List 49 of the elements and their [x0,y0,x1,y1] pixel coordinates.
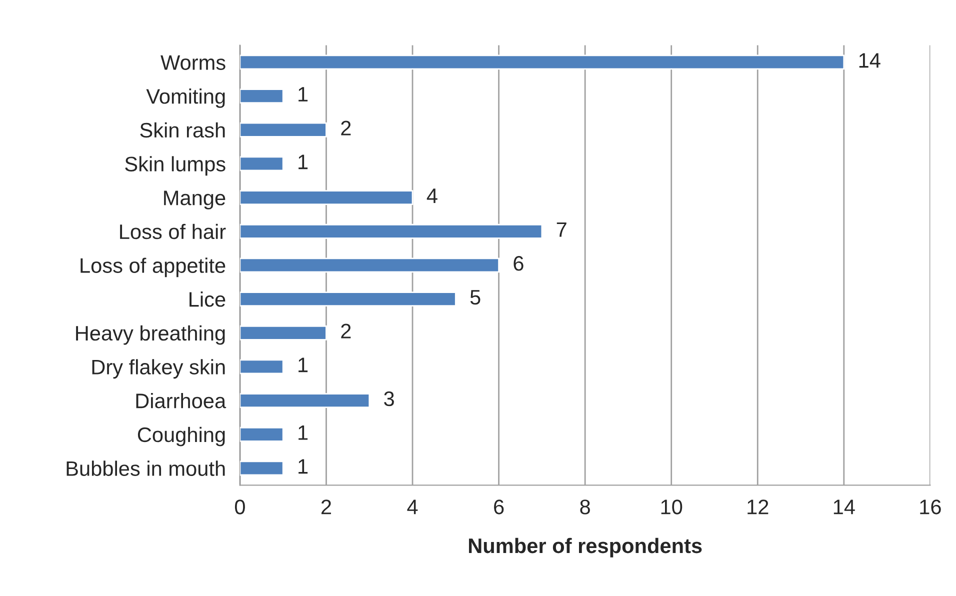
bar [240,460,284,476]
y-tick-label: Diarrhoea [136,393,226,408]
data-label: 3 [384,391,394,406]
data-label: 2 [341,120,351,136]
data-label: 7 [556,222,566,237]
y-tick-label: Vomiting [146,88,225,108]
data-label: 1 [298,459,308,474]
x-tick-label: 0 [234,500,245,514]
bar [240,325,327,340]
x-tick-label: 2 [321,500,331,514]
bar [240,224,543,239]
data-label: 1 [298,87,308,102]
data-label: 1 [298,425,308,440]
data-label: 1 [298,358,308,372]
x-tick-label: 8 [580,500,590,514]
bar [240,393,370,408]
bar [240,359,284,374]
y-tick-label: Lice [190,292,226,307]
bar [240,190,414,206]
y-tick-label: Mange [164,190,226,210]
y-tick-label: Loss of hair [120,224,226,240]
y-tick-label: Heavy breathing [76,325,225,345]
x-tick-label: 4 [407,500,418,514]
bar [240,54,845,70]
bar [240,292,456,307]
y-tick-label: Loss of appetite [80,258,226,278]
bar [240,156,284,172]
data-label: 5 [470,290,480,305]
x-tick-label: 12 [748,500,768,514]
bar [240,258,500,273]
x-tick-label: 16 [920,500,941,514]
x-tick-label: 10 [661,500,682,514]
y-tick-label: Worms [160,55,226,70]
data-label: 6 [514,256,524,271]
y-tick-label: Skin rash [140,122,225,138]
x-tick-label: 14 [834,500,855,514]
y-tick-label: Dry flakey skin [92,359,225,379]
data-label: 1 [298,154,308,170]
bar [240,426,284,442]
y-tick-label: Coughing [138,426,225,446]
x-tick-label: 6 [494,500,504,514]
bar [240,122,327,138]
x-axis-title: Number of respondents [468,538,702,558]
data-label: 14 [859,53,880,68]
data-label: 4 [426,188,438,203]
y-tick-label: Bubbles in mouth [66,460,225,476]
y-tick-label: Skin lumps [125,156,226,176]
data-label: 2 [341,324,351,338]
bar [240,88,284,104]
